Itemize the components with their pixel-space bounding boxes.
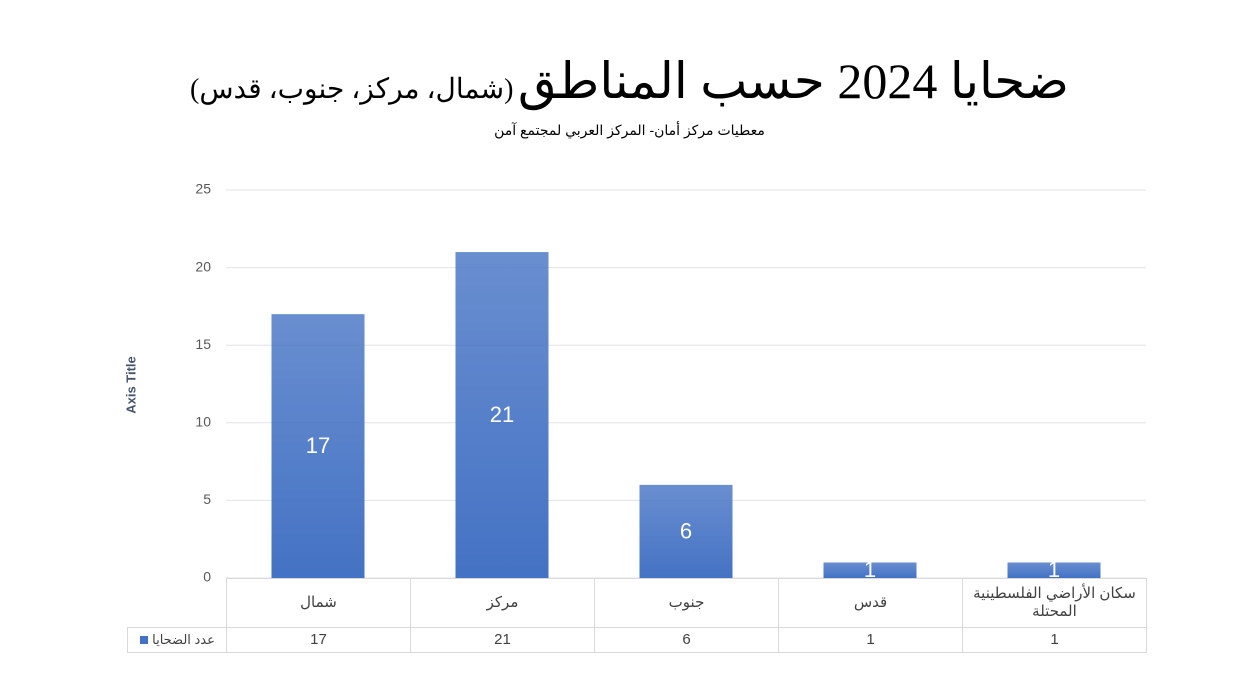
y-tick-label: 0	[203, 569, 211, 585]
y-tick-label: 5	[203, 491, 211, 507]
y-tick-label: 25	[195, 181, 211, 197]
table-category: مركز	[410, 578, 595, 628]
table-value: 17	[226, 627, 411, 653]
bar	[271, 314, 365, 578]
chart-title: ضحايا 2024 حسب المناطق	[517, 53, 1069, 109]
bar	[823, 562, 917, 578]
bar	[1007, 562, 1101, 578]
y-axis-title: Axis Title	[123, 356, 138, 414]
y-tick-label: 10	[195, 414, 211, 430]
chart-title-block: ضحايا 2024 حسب المناطق (شمال، مركز، جنوب…	[0, 52, 1259, 110]
table-value: 1	[778, 627, 963, 653]
chart-subtitle: معطيات مركز أمان- المركز العربي لمجتمع آ…	[494, 122, 765, 138]
data-label: 1	[864, 557, 876, 582]
table-value: 6	[594, 627, 779, 653]
legend-swatch	[140, 636, 149, 644]
data-label: 1	[1048, 557, 1060, 582]
data-label: 6	[680, 518, 692, 543]
y-tick-label: 15	[195, 336, 211, 352]
table-legend: عدد الضحايا	[127, 627, 227, 653]
table-category: شمال	[226, 578, 411, 628]
table-category: سكان الأراضي الفلسطينية المحتلة	[962, 578, 1147, 628]
bar	[639, 484, 733, 578]
table-value: 1	[962, 627, 1147, 653]
legend-label: عدد الضحايا	[152, 632, 215, 647]
y-tick-label: 20	[195, 258, 211, 274]
chart-title-note: (شمال، مركز، جنوب، قدس)	[190, 74, 514, 105]
data-label: 17	[306, 433, 330, 458]
table-category: قدس	[778, 578, 963, 628]
table-value: 21	[410, 627, 595, 653]
bar	[455, 252, 549, 578]
data-label: 21	[490, 402, 514, 427]
table-category: جنوب	[594, 578, 779, 628]
